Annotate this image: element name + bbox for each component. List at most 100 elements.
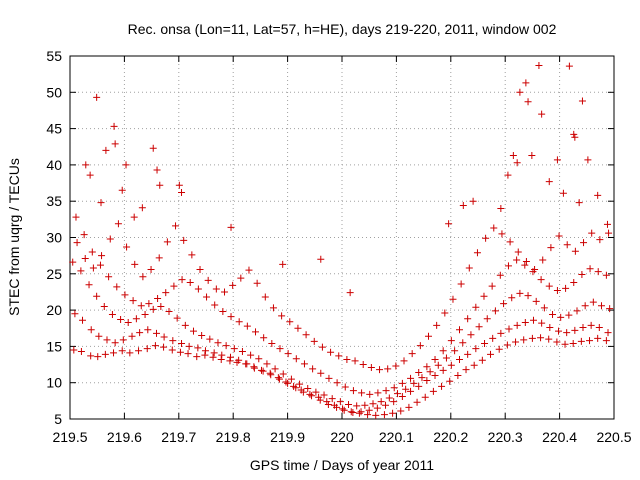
data-point: [491, 307, 499, 315]
data-point: [77, 347, 85, 355]
data-point: [333, 403, 341, 411]
data-point: [424, 332, 432, 340]
data-point: [178, 339, 186, 347]
data-point: [312, 388, 320, 396]
data-point: [553, 156, 561, 164]
data-point: [108, 310, 116, 318]
data-point: [110, 122, 118, 130]
data-point: [269, 304, 277, 312]
data-point: [520, 336, 528, 344]
data-point: [433, 321, 441, 329]
data-point: [325, 374, 333, 382]
data-point: [553, 338, 561, 346]
data-point: [178, 276, 186, 284]
data-point: [209, 353, 217, 361]
data-point: [282, 378, 290, 386]
data-point: [513, 256, 521, 264]
data-point: [89, 264, 97, 272]
x-axis-label: GPS time / Days of year 2011: [250, 457, 434, 473]
data-point: [188, 251, 196, 259]
data-point: [569, 339, 577, 347]
data-point: [376, 366, 384, 374]
data-point: [521, 318, 529, 326]
data-point: [597, 302, 605, 310]
data-point: [198, 332, 206, 340]
data-point: [71, 310, 79, 318]
data-point: [130, 213, 138, 221]
data-point: [509, 151, 517, 159]
data-point: [315, 393, 323, 401]
data-point: [522, 79, 530, 87]
data-point: [390, 398, 398, 406]
data-point: [374, 389, 382, 397]
data-point: [157, 302, 165, 310]
data-point: [451, 347, 459, 355]
data-point: [114, 220, 122, 228]
y-tick-label: 25: [46, 266, 62, 282]
data-point: [449, 295, 457, 303]
data-point: [393, 390, 401, 398]
data-point: [482, 234, 490, 242]
data-point: [495, 345, 503, 353]
data-point: [521, 261, 529, 269]
data-point: [149, 305, 157, 313]
x-tick-label: 219.9: [270, 429, 305, 445]
data-point: [77, 267, 85, 275]
x-tick-label: 220.3: [488, 429, 523, 445]
x-tick-label: 219.5: [52, 429, 87, 445]
data-point: [263, 360, 271, 368]
data-point: [162, 289, 170, 297]
data-point: [385, 394, 393, 402]
data-point: [475, 323, 483, 331]
data-point: [431, 371, 439, 379]
data-point: [579, 324, 587, 332]
data-point: [472, 345, 480, 353]
data-point: [563, 329, 571, 337]
data-point: [189, 327, 197, 335]
data-point: [573, 307, 581, 315]
data-point: [309, 365, 317, 373]
data-point: [345, 400, 353, 408]
data-point: [300, 360, 308, 368]
data-point: [512, 338, 520, 346]
data-point: [286, 318, 294, 326]
data-point: [410, 379, 418, 387]
data-point: [570, 130, 578, 138]
y-tick-label: 5: [54, 411, 62, 427]
data-point: [506, 238, 514, 246]
data-point: [318, 343, 326, 351]
data-point: [245, 266, 253, 274]
data-point: [170, 282, 178, 290]
data-point: [95, 332, 103, 340]
x-tick-label: 220: [330, 429, 354, 445]
data-point: [138, 204, 146, 212]
data-point: [407, 387, 415, 395]
x-tick-label: 219.6: [107, 429, 142, 445]
data-point: [426, 368, 434, 376]
data-point: [93, 93, 101, 101]
data-point: [349, 387, 357, 395]
data-point: [571, 326, 579, 334]
data-point: [446, 377, 454, 385]
data-point: [407, 374, 415, 382]
data-point: [186, 279, 194, 287]
data-point: [121, 291, 129, 299]
data-point: [524, 98, 532, 106]
data-point: [119, 336, 127, 344]
data-point: [201, 351, 209, 359]
data-point: [193, 353, 201, 361]
data-point: [516, 88, 524, 96]
x-tick-label: 219.7: [161, 429, 196, 445]
data-point: [102, 146, 110, 154]
data-point: [594, 268, 602, 276]
data-point: [545, 335, 553, 343]
data-point: [214, 339, 222, 347]
data-point: [132, 315, 140, 323]
data-point: [349, 408, 357, 416]
data-point: [268, 339, 276, 347]
data-point: [339, 405, 347, 413]
data-point: [250, 364, 258, 372]
data-point: [539, 256, 547, 264]
data-point: [400, 357, 408, 365]
data-point: [415, 382, 423, 390]
